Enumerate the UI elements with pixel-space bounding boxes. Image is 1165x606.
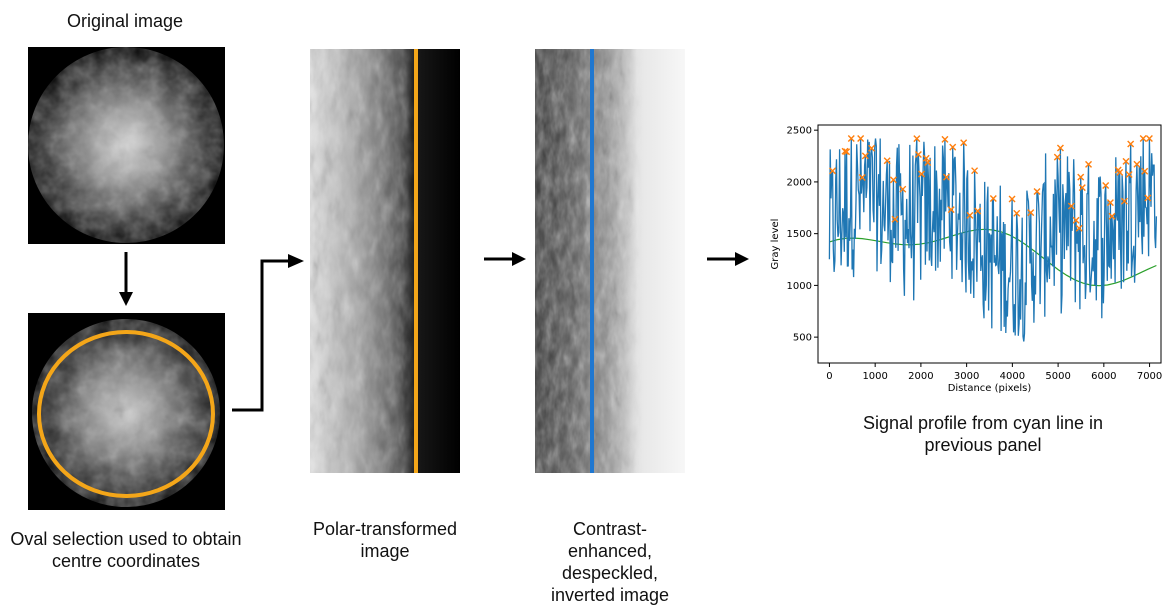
peak-marker [1145, 134, 1153, 142]
peak-marker [1072, 216, 1080, 224]
peak-marker [847, 134, 855, 142]
peak-marker [960, 139, 968, 147]
polar-transformed-image [310, 49, 460, 473]
peak-marker [1067, 202, 1075, 210]
peak-marker [918, 170, 926, 178]
peak-marker [1122, 157, 1130, 165]
peak-marker [914, 151, 922, 159]
oval-selection-ring [37, 330, 215, 498]
peak-marker [941, 135, 949, 143]
peak-marker [1127, 140, 1135, 148]
peak-marker [1133, 160, 1141, 168]
elbow-arrow-icon [232, 254, 304, 412]
signal-profile-chart: 0 1000 2000 3000 4000 5000 6000 7000 500 1000 1500… [770, 124, 1162, 394]
peak-marker [1033, 188, 1041, 196]
peak-marker [868, 144, 876, 152]
peak-marker [924, 158, 932, 166]
peak-marker [1120, 197, 1128, 205]
y-tick-label: 2000 [787, 177, 812, 188]
peak-marker [1053, 153, 1061, 161]
right-arrow-icon [707, 252, 749, 266]
peak-marker [1108, 212, 1116, 220]
peak-marker [1085, 160, 1093, 168]
peak-marker [1013, 209, 1021, 217]
peak-marker [1125, 171, 1133, 179]
peak-marker [861, 152, 869, 160]
y-tick-label: 1000 [787, 281, 812, 292]
original-image-caption: Original image [66, 11, 184, 31]
peak-marker [857, 134, 865, 142]
contrast-caption: Contrast-enhanced, despeckled, inverted … [550, 519, 670, 605]
x-tick-label: 4000 [1000, 371, 1025, 382]
peak-marker [1102, 181, 1110, 189]
x-tick-label: 6000 [1091, 371, 1116, 382]
peak-marker [1008, 195, 1016, 203]
peak-marker [858, 173, 866, 181]
peak-marker [1141, 167, 1149, 175]
peak-marker [949, 143, 957, 151]
original-image [28, 47, 225, 244]
peak-marker [971, 167, 979, 175]
peak-marker [891, 215, 899, 223]
y-tick-label: 500 [793, 333, 812, 344]
peak-marker [843, 148, 851, 156]
oval-selection-caption: Oval selection used to obtain centre coo… [10, 529, 242, 571]
y-tick-label: 1500 [787, 229, 812, 240]
peak-marker [1027, 209, 1035, 217]
x-tick-label: 5000 [1045, 371, 1070, 382]
polar-caption: Polar-transformed image [312, 519, 458, 561]
original-image-texture [28, 47, 225, 244]
peak-marker [829, 167, 837, 175]
peak-marker [974, 207, 982, 215]
peak-marker [899, 185, 907, 193]
peak-marker [1077, 173, 1085, 181]
contrast-enhanced-image [535, 49, 685, 473]
oval-selection-texture [28, 313, 225, 510]
peak-marker [966, 211, 974, 219]
x-tick-label: 7000 [1137, 371, 1162, 382]
y-tick-label: 2500 [787, 126, 812, 137]
peak-marker [889, 176, 897, 184]
peak-marker [1139, 134, 1147, 142]
polar-transformed-texture [310, 49, 460, 473]
peak-marker [922, 154, 930, 162]
y-axis-label: Gray level [770, 219, 781, 270]
peak-marker [1116, 168, 1124, 176]
profile-caption: Signal profile from cyan line in previou… [862, 413, 1104, 455]
peak-marker [947, 206, 955, 214]
peak-marker [883, 157, 891, 165]
x-tick-label: 0 [826, 371, 832, 382]
x-tick-label: 3000 [954, 371, 979, 382]
peak-marker [1106, 199, 1114, 207]
contrast-enhanced-texture [535, 49, 685, 473]
peak-marker [841, 147, 849, 155]
x-tick-label: 1000 [862, 371, 887, 382]
down-arrow-icon [119, 252, 133, 306]
x-tick-label: 2000 [908, 371, 933, 382]
peak-marker [1078, 184, 1086, 192]
x-axis-label: Distance (pixels) [948, 383, 1032, 394]
right-arrow-icon [484, 252, 526, 266]
peak-marker [989, 195, 997, 203]
peak-marker [1075, 224, 1083, 232]
peak-marker [1056, 144, 1064, 152]
peak-marker [943, 173, 950, 181]
oval-selection-image [28, 313, 225, 510]
peak-marker [913, 135, 921, 143]
peak-marker [1144, 194, 1152, 202]
